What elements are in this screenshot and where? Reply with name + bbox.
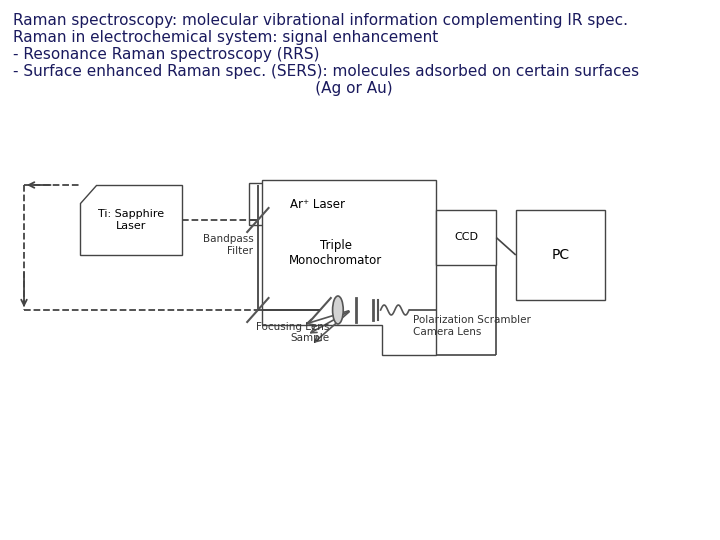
Bar bbox=[516, 210, 605, 300]
Text: PC: PC bbox=[551, 248, 570, 262]
Ellipse shape bbox=[333, 296, 343, 324]
Polygon shape bbox=[80, 185, 182, 255]
Text: Raman spectroscopy: molecular vibrational information complementing IR spec.: Raman spectroscopy: molecular vibrationa… bbox=[14, 13, 629, 28]
Bar bbox=[249, 183, 387, 225]
Bar bbox=[436, 210, 496, 265]
Text: CCD: CCD bbox=[454, 233, 478, 242]
Text: Triple
Monochromator: Triple Monochromator bbox=[289, 239, 382, 267]
Text: Ar⁺ Laser: Ar⁺ Laser bbox=[290, 198, 346, 211]
Text: - Resonance Raman spectroscopy (RRS): - Resonance Raman spectroscopy (RRS) bbox=[14, 47, 320, 62]
Polygon shape bbox=[262, 180, 436, 355]
Text: Polarization Scrambler: Polarization Scrambler bbox=[413, 315, 531, 325]
Text: (Ag or Au): (Ag or Au) bbox=[14, 81, 393, 96]
Text: Camera Lens: Camera Lens bbox=[413, 327, 482, 337]
Text: Ti: Sapphire
Laser: Ti: Sapphire Laser bbox=[98, 209, 164, 231]
Text: Raman in electrochemical system: signal enhancement: Raman in electrochemical system: signal … bbox=[14, 30, 438, 45]
Text: Sample: Sample bbox=[290, 333, 329, 343]
Text: Bandpass
Filter: Bandpass Filter bbox=[203, 234, 253, 256]
Text: - Surface enhanced Raman spec. (SERS): molecules adsorbed on certain surfaces: - Surface enhanced Raman spec. (SERS): m… bbox=[14, 64, 639, 79]
Text: Focusing Lens: Focusing Lens bbox=[256, 322, 329, 332]
